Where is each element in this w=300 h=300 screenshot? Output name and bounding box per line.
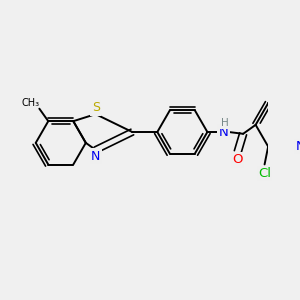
- Text: N: N: [91, 150, 100, 163]
- Text: Cl: Cl: [258, 167, 271, 180]
- Text: CH₃: CH₃: [21, 98, 40, 108]
- Text: N: N: [296, 140, 300, 153]
- Text: N: N: [219, 125, 228, 139]
- Text: S: S: [92, 101, 100, 114]
- Text: O: O: [232, 153, 243, 166]
- Text: H: H: [221, 118, 229, 128]
